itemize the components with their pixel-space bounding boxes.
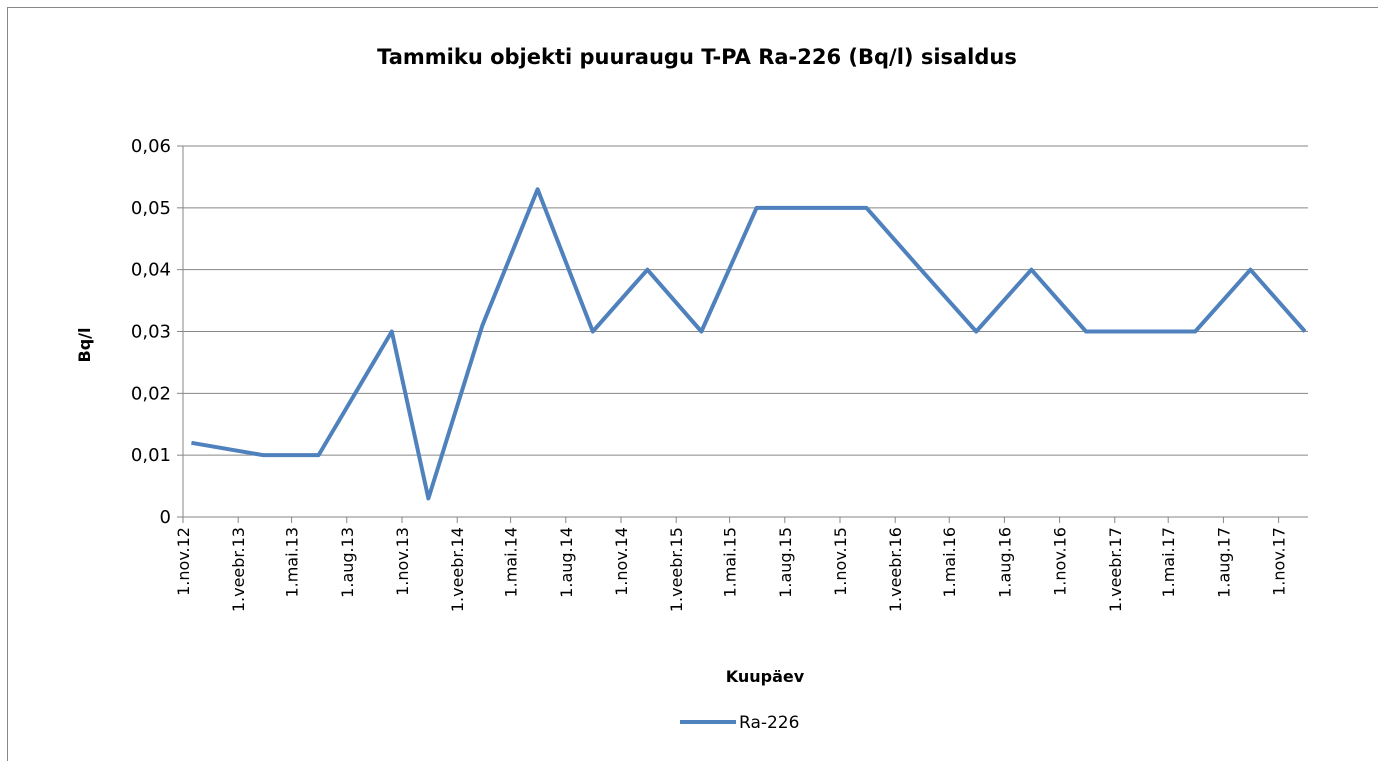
x-tick-label: 1.aug.13 [338,527,357,598]
x-tick-label: 1.mai.14 [502,527,521,598]
y-tick-label: 0,02 [131,383,171,404]
x-tick-label: 1.aug.14 [557,527,576,598]
y-tick-label: 0,03 [131,322,171,343]
x-tick-label: 1.nov.14 [612,527,631,596]
x-tick-label: 1.nov.13 [393,527,412,596]
x-tick-label: 1.veebr.17 [1106,527,1125,612]
x-tick-label: 1.mai.13 [283,527,302,598]
x-tick-label: 1.veebr.15 [667,527,686,612]
x-tick-label: 1.nov.15 [831,527,850,596]
y-axis-title: Bq/l [75,328,94,363]
x-tick-label: 1.mai.17 [1159,527,1178,598]
x-tick-label: 1.nov.17 [1270,527,1289,596]
x-tick-label: 1.nov.12 [174,527,193,596]
x-tick-label: 1.mai.15 [721,527,740,598]
x-tick-label: 1.aug.16 [995,527,1014,598]
x-tick-label: 1.veebr.16 [886,527,905,612]
x-tick-label: 1.nov.16 [1051,527,1070,596]
y-tick-label: 0,05 [131,198,171,219]
data-line [191,187,1307,501]
legend-label: Ra-226 [739,713,799,733]
y-tick-label: 0,04 [131,260,171,281]
chart-border [7,7,1378,761]
x-tick-label: 1.veebr.13 [229,527,248,612]
y-tick-label: 0 [160,507,171,528]
x-tick-label: 1.aug.15 [776,527,795,598]
chart-title: Tammiku objekti puuraugu T-PA Ra-226 (Bq… [377,45,1017,69]
y-tick-label: 0,06 [131,136,171,157]
x-tick-label: 1.aug.17 [1214,527,1233,598]
x-axis-title: Kuupäev [726,667,805,686]
x-tick-label: 1.veebr.14 [448,527,467,612]
x-tick-label: 1.mai.16 [940,527,959,598]
y-tick-label: 0,01 [131,445,171,466]
